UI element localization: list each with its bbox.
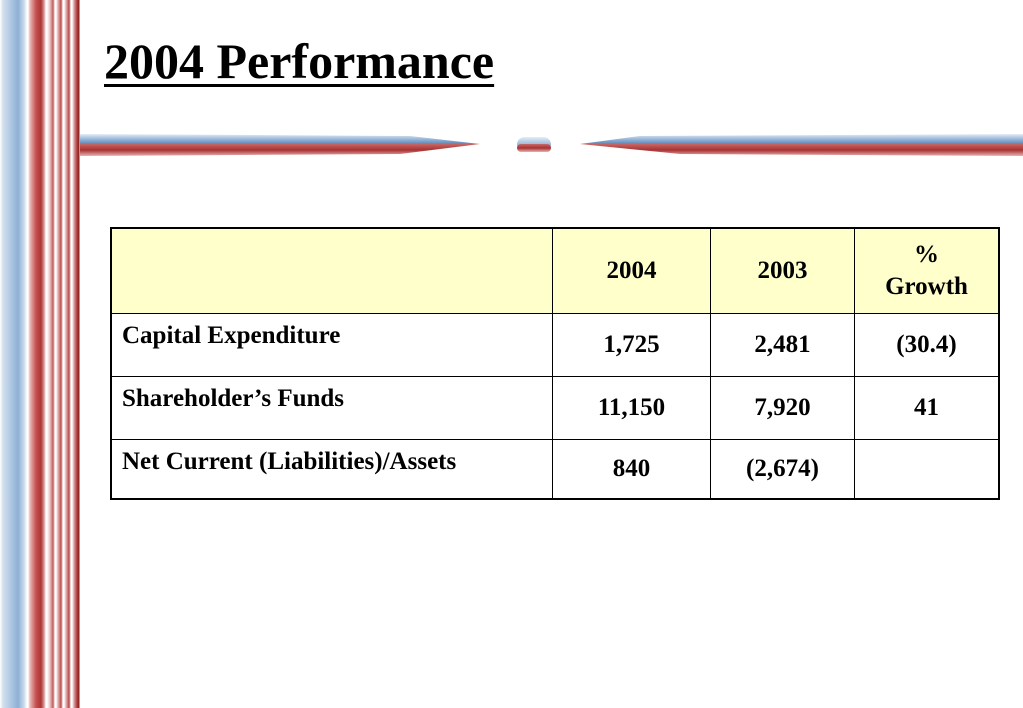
- decorative-divider: [80, 134, 1023, 156]
- cell-net-current-2003: (2,674): [710, 439, 855, 500]
- row-label-net-current: Net Current (Liabilities)/Assets: [110, 439, 553, 500]
- header-growth-word: Growth: [885, 273, 968, 300]
- cell-net-current-2004: 840: [552, 439, 711, 500]
- cell-capex-2003: 2,481: [710, 313, 855, 377]
- cell-funds-growth: 41: [854, 376, 1000, 440]
- table-row: Capital Expenditure 1,725 2,481 (30.4): [110, 313, 1000, 377]
- cell-funds-2004: 11,150: [552, 376, 711, 440]
- header-growth: % Growth: [854, 227, 1000, 314]
- decorative-side-stripes: [0, 0, 80, 708]
- header-percent-sign: %: [914, 240, 939, 268]
- cell-net-current-growth: [854, 439, 1000, 500]
- row-label-capex: Capital Expenditure: [110, 313, 553, 377]
- page-title: 2004 Performance: [104, 33, 495, 89]
- performance-table: 2004 2003 % Growth Capital Expenditure 1…: [110, 227, 1000, 500]
- cell-capex-growth: (30.4): [854, 313, 1000, 377]
- cell-capex-2004: 1,725: [552, 313, 711, 377]
- row-label-shareholders-funds: Shareholder’s Funds: [110, 376, 553, 440]
- header-2004: 2004: [552, 227, 711, 314]
- table-header-row: 2004 2003 % Growth: [110, 227, 1000, 314]
- cell-funds-2003: 7,920: [710, 376, 855, 440]
- table-row: Net Current (Liabilities)/Assets 840 (2,…: [110, 439, 1000, 500]
- header-empty-cell: [110, 227, 553, 314]
- header-2003: 2003: [710, 227, 855, 314]
- table-row: Shareholder’s Funds 11,150 7,920 41: [110, 376, 1000, 440]
